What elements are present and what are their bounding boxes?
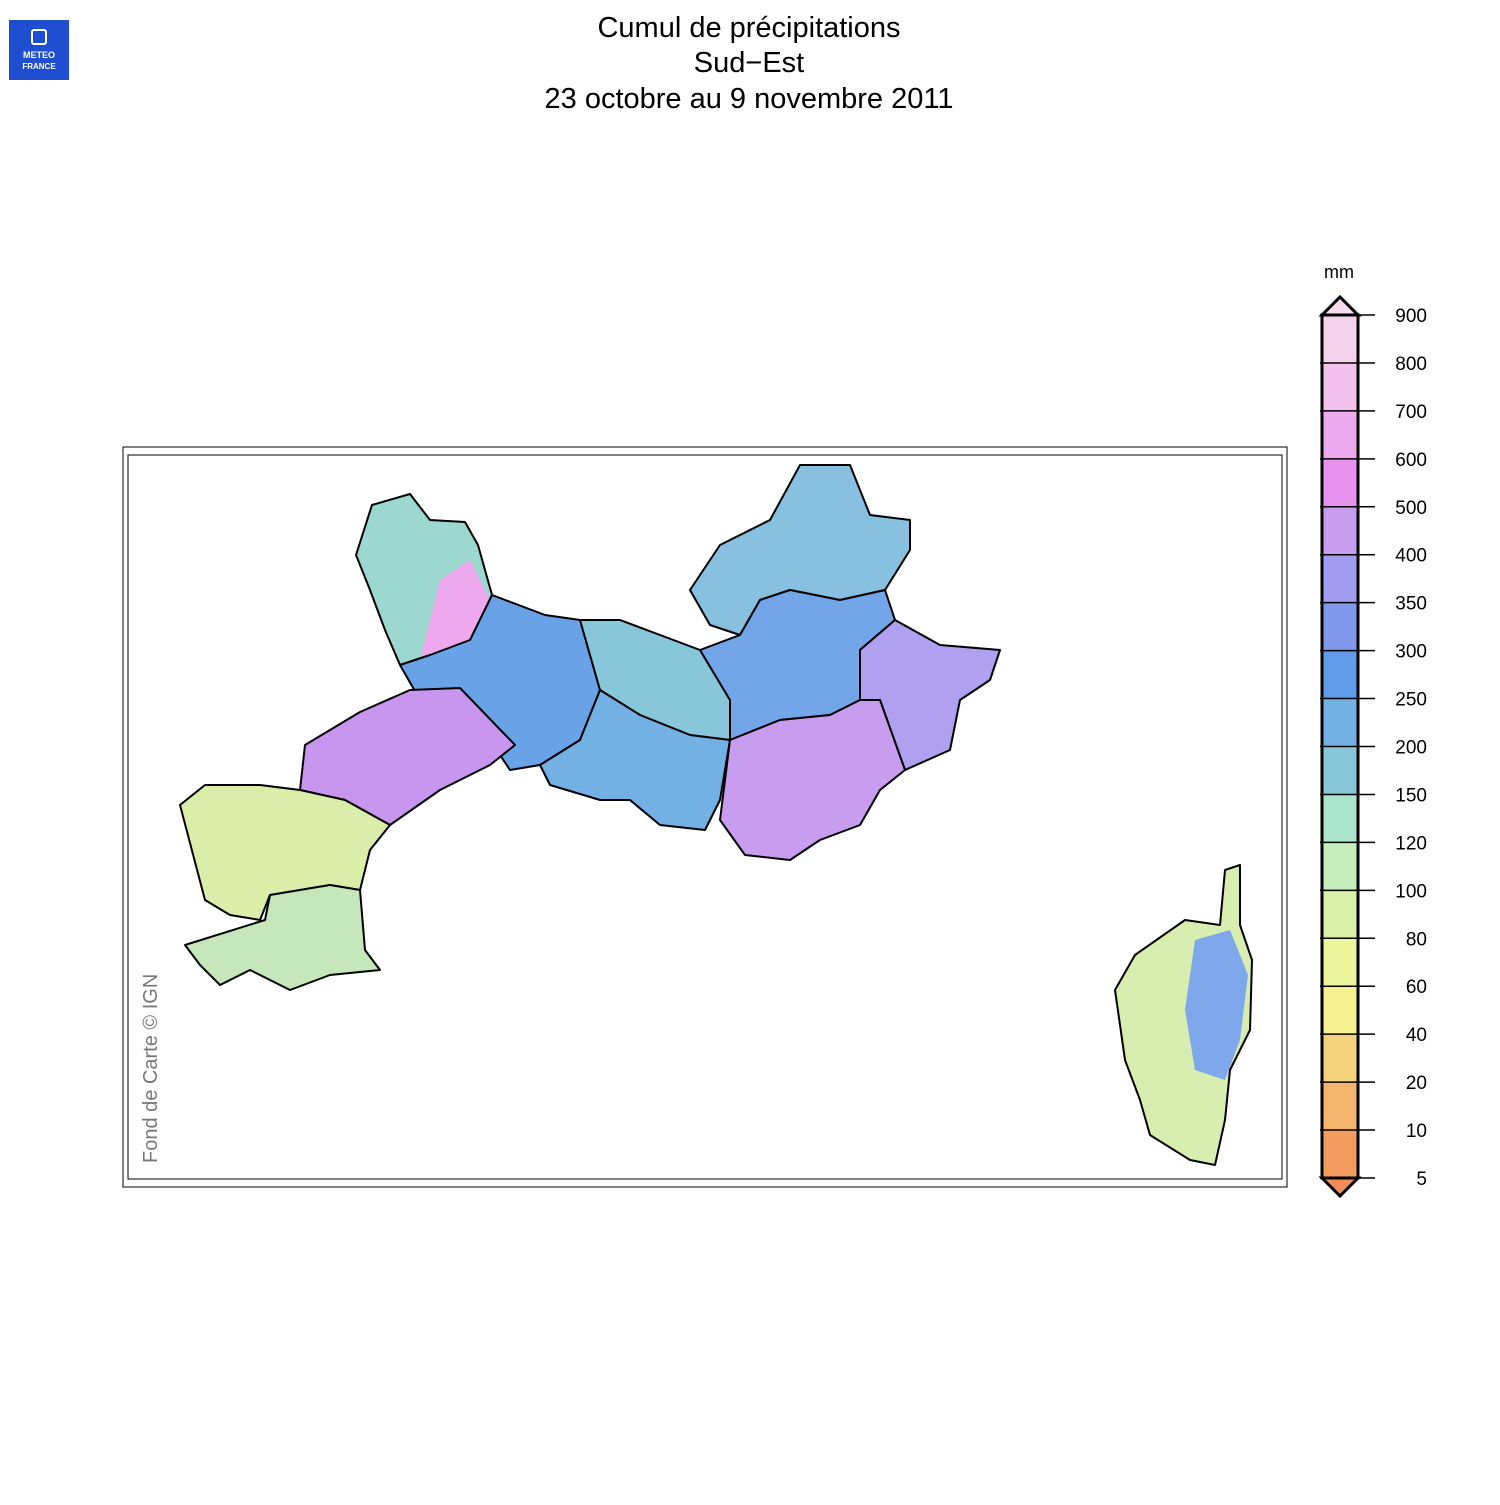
legend-band	[1322, 410, 1358, 460]
legend-band	[1322, 1034, 1358, 1083]
legend-tick-label: 100	[1395, 881, 1427, 902]
legend-tick-label: 250	[1395, 690, 1427, 711]
legend-tick-label: 80	[1406, 929, 1427, 950]
map-frame	[127, 454, 1283, 1180]
map-credit: Fond de Carte © IGN	[140, 974, 162, 1163]
legend-band	[1322, 890, 1358, 939]
date-range: 23 octobre au 9 novembre 2011	[545, 83, 954, 115]
logo-text: FRANCE	[22, 62, 56, 71]
legend-tick-label: 900	[1395, 306, 1427, 327]
regions	[179, 464, 1253, 1166]
logo-text: METEO	[23, 50, 55, 60]
title: Cumul de précipitations	[597, 12, 900, 44]
legend-band	[1322, 554, 1358, 604]
legend-tick-label: 20	[1406, 1073, 1427, 1094]
legend-band	[1322, 602, 1358, 652]
region	[184, 884, 381, 991]
legend-band	[1322, 1130, 1358, 1179]
map: Fond de Carte © IGN	[122, 446, 1288, 1188]
legend-arrow-over	[1318, 294, 1362, 317]
legend-band	[1322, 794, 1358, 843]
legend-band	[1322, 650, 1358, 700]
legend-band	[1322, 986, 1358, 1035]
legend-tick-label: 800	[1395, 354, 1427, 375]
color-legend: mm 900 800 700 600 500 400 350 300 250 200 150 120 1…	[1318, 262, 1427, 1199]
legend-band	[1322, 698, 1358, 747]
legend-band	[1322, 458, 1358, 508]
legend-arrow-under	[1318, 1176, 1362, 1199]
legend-tick-label: 500	[1395, 498, 1427, 519]
legend-tick-label: 5	[1416, 1169, 1427, 1190]
legend-band	[1322, 506, 1358, 556]
legend-band	[1322, 746, 1358, 795]
legend-tick-label: 700	[1395, 402, 1427, 423]
legend-tick-label: 120	[1395, 833, 1427, 854]
logo: METEO FRANCE	[9, 20, 69, 80]
map-frame	[122, 446, 1288, 1188]
legend-tick-label: 150	[1395, 785, 1427, 806]
logo-icon	[31, 29, 47, 45]
region	[539, 689, 731, 831]
legend-unit: mm	[1324, 262, 1354, 282]
legend-band	[1322, 1082, 1358, 1131]
legend-tick-label: 60	[1406, 977, 1427, 998]
legend-tick-label: 600	[1395, 450, 1427, 471]
region-highlight	[1185, 930, 1248, 1080]
subtitle: Sud−Est	[694, 47, 804, 79]
legend-tick-label: 200	[1395, 738, 1427, 759]
legend-band	[1322, 938, 1358, 987]
legend-tick-label: 40	[1406, 1025, 1427, 1046]
legend-tick-label: 350	[1395, 594, 1427, 615]
legend-tick-label: 300	[1395, 642, 1427, 663]
legend-tick-label: 400	[1395, 546, 1427, 567]
legend-band	[1322, 315, 1358, 364]
region	[719, 699, 906, 861]
legend-tick-label: 10	[1406, 1121, 1427, 1142]
legend-band	[1322, 842, 1358, 891]
legend-band	[1322, 362, 1358, 412]
